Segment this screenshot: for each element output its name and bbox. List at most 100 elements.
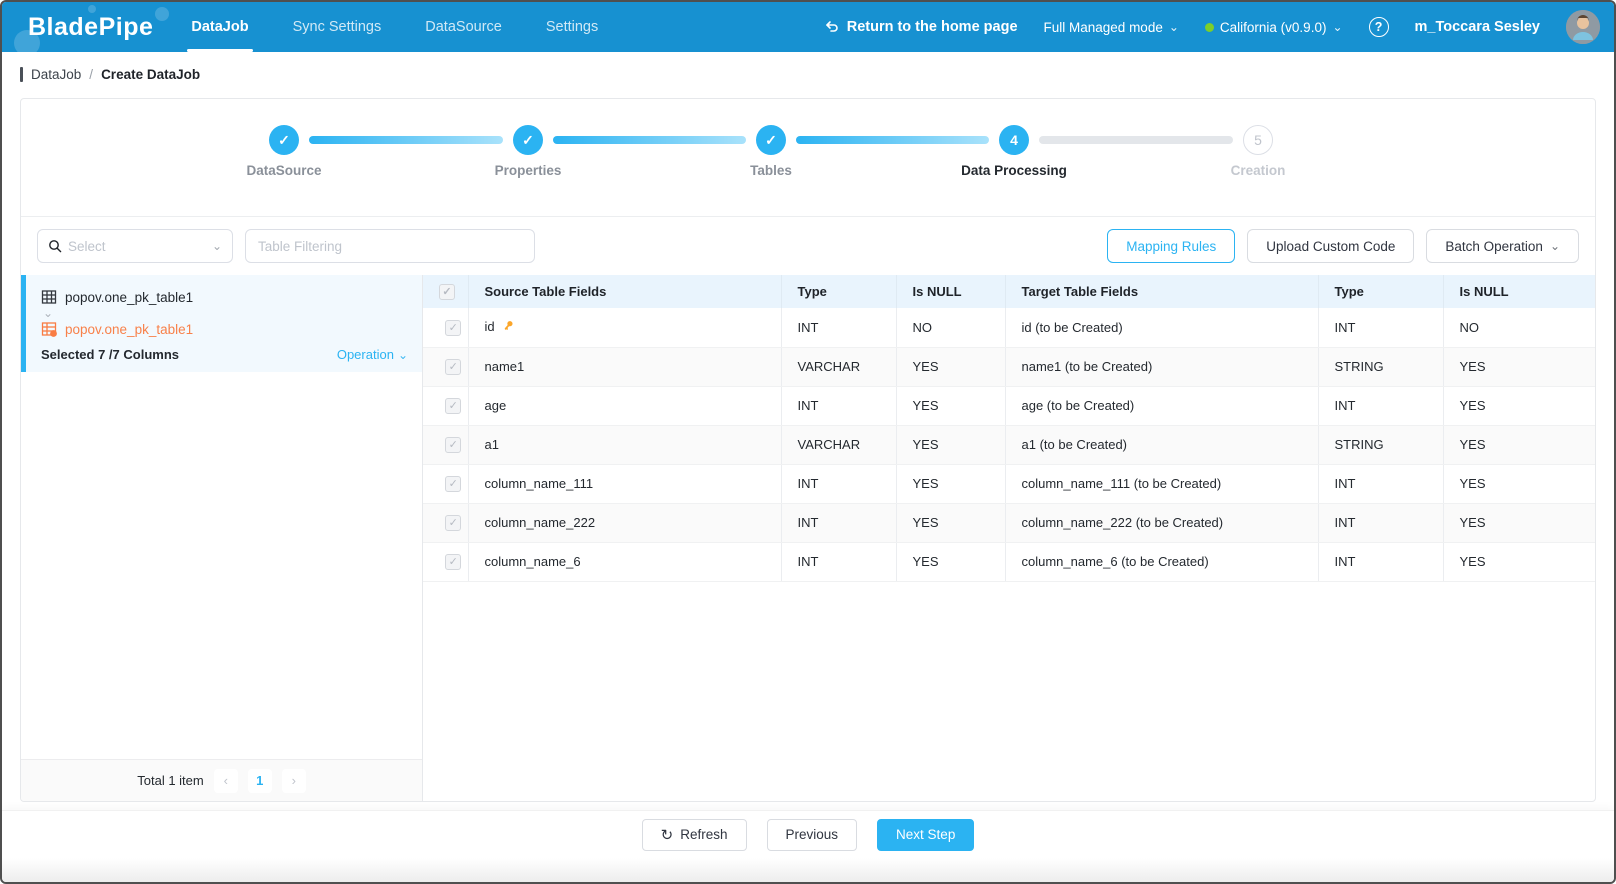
breadcrumb-parent[interactable]: DataJob [31, 66, 82, 82]
source-field-cell: id [468, 308, 782, 348]
breadcrumb-separator: / [89, 66, 94, 82]
panel-empty-space [21, 372, 422, 759]
table-list-item-selected[interactable]: popov.one_pk_table1 ⌄ popov.one_pk_table… [21, 275, 422, 372]
table-filtering-input[interactable] [245, 229, 535, 263]
nav-right-section: Return to the home page Full Managed mod… [824, 10, 1600, 44]
row-checkbox[interactable]: ✓ [445, 553, 462, 570]
step-circle-datasource: ✓ [269, 125, 299, 155]
username-label[interactable]: m_Toccara Sesley [1414, 19, 1540, 35]
target-type-cell: INT [1318, 464, 1444, 504]
target-type-cell: STRING [1318, 425, 1444, 465]
row-checkbox[interactable]: ✓ [445, 475, 462, 492]
managed-mode-dropdown[interactable]: Full Managed mode ⌄ [1043, 19, 1179, 35]
source-field-cell: a1 [468, 425, 782, 465]
table-row: ✓ column_name_111 INT YES column_name_11… [423, 464, 1595, 504]
target-table-name: popov.one_pk_table1 [65, 321, 194, 337]
target-isnull-cell: YES [1443, 503, 1595, 543]
target-isnull-cell: YES [1443, 542, 1595, 582]
page-title: Create DataJob [101, 66, 201, 82]
upload-custom-code-button[interactable]: Upload Custom Code [1247, 229, 1415, 263]
row-checkbox[interactable]: ✓ [445, 397, 462, 414]
source-type-cell: INT [781, 386, 897, 426]
target-type-cell: INT [1318, 503, 1444, 543]
source-type-cell: INT [781, 464, 897, 504]
target-field-cell[interactable]: age (to be Created) [1005, 386, 1319, 426]
step-circle-properties: ✓ [513, 125, 543, 155]
table-icon [41, 290, 57, 304]
source-isnull-cell: NO [896, 308, 1006, 348]
help-icon[interactable]: ? [1368, 17, 1389, 37]
select-dropdown[interactable]: Select ⌄ [37, 229, 233, 263]
target-field-cell[interactable]: column_name_222 (to be Created) [1005, 503, 1319, 543]
selected-columns-count: Selected 7 /7 Columns [41, 347, 179, 362]
total-items-label: Total 1 item [137, 773, 204, 788]
region-dropdown[interactable]: California (v0.9.0) ⌄ [1204, 20, 1343, 35]
target-table-row[interactable]: popov.one_pk_table1 [41, 319, 408, 339]
row-checkbox[interactable]: ✓ [445, 358, 462, 375]
source-type-cell: INT [781, 308, 897, 348]
target-table-icon [41, 322, 57, 337]
logo-bubble [155, 6, 170, 21]
nav-item-datajob[interactable]: DataJob [187, 2, 253, 52]
refresh-button[interactable]: ↻ Refresh [641, 818, 747, 851]
target-field-cell[interactable]: column_name_6 (to be Created) [1005, 542, 1319, 582]
table-row: ✓ column_name_222 INT YES column_name_22… [423, 503, 1595, 543]
source-type-cell: VARCHAR [781, 347, 897, 387]
nav-item-sync-settings[interactable]: Sync Settings [292, 19, 382, 35]
selection-summary-row: Selected 7 /7 Columns Operation ⌄ [41, 347, 408, 362]
return-home-link[interactable]: Return to the home page [824, 19, 1018, 35]
target-field-cell[interactable]: a1 (to be Created) [1005, 425, 1319, 465]
step-label-datasource: DataSource [246, 163, 322, 178]
brand-logo[interactable]: BladePipe [14, 4, 170, 56]
source-type-cell: INT [781, 503, 897, 543]
source-type-cell: INT [781, 542, 897, 582]
target-isnull-cell: YES [1443, 425, 1595, 465]
step-connector [553, 136, 746, 144]
pagination-next-button[interactable]: › [281, 768, 306, 793]
step-label-tables: Tables [750, 163, 792, 178]
pagination-page-1[interactable]: 1 [247, 768, 272, 793]
primary-key-icon [501, 319, 515, 336]
next-step-button[interactable]: Next Step [877, 818, 975, 851]
target-isnull-cell: YES [1443, 347, 1595, 387]
pagination-prev-button[interactable]: ‹ [213, 768, 238, 793]
table-row: ✓ a1 VARCHAR YES a1 (to be Created) STRI… [423, 425, 1595, 465]
mapping-rules-button[interactable]: Mapping Rules [1107, 229, 1236, 263]
logo-bubble [14, 29, 40, 56]
nav-item-datasource[interactable]: DataSource [425, 19, 502, 35]
target-isnull-cell: YES [1443, 386, 1595, 426]
target-field-cell[interactable]: name1 (to be Created) [1005, 347, 1319, 387]
batch-operation-button[interactable]: Batch Operation ⌄ [1426, 229, 1579, 263]
header-source-type: Type [781, 275, 897, 308]
nav-item-settings[interactable]: Settings [545, 19, 599, 35]
previous-button[interactable]: Previous [766, 818, 858, 851]
source-type-cell: VARCHAR [781, 425, 897, 465]
step-circle-tables: ✓ [756, 125, 786, 155]
chevron-down-icon: ⌄ [397, 347, 408, 362]
target-field-cell[interactable]: column_name_111 (to be Created) [1005, 464, 1319, 504]
target-field-cell[interactable]: id (to be Created) [1005, 308, 1319, 348]
nav-menu: DataJob Sync Settings DataSource Setting… [187, 2, 599, 52]
row-checkbox[interactable]: ✓ [445, 514, 462, 531]
header-target-isnull: Is NULL [1443, 275, 1595, 308]
row-checkbox[interactable]: ✓ [445, 319, 462, 336]
step-label-creation: Creation [1230, 163, 1286, 178]
logo-bubble [88, 4, 96, 13]
select-all-checkbox[interactable]: ✓ [439, 283, 455, 300]
window-bottom-strip [2, 858, 1614, 882]
expand-chevron-icon[interactable]: ⌄ [43, 306, 54, 320]
source-table-row[interactable]: popov.one_pk_table1 [41, 287, 408, 307]
source-isnull-cell: YES [896, 542, 1006, 582]
avatar[interactable] [1566, 10, 1600, 44]
status-dot [1204, 22, 1214, 32]
brand-text: BladePipe [28, 12, 154, 41]
wizard-footer: ↻ Refresh Previous Next Step [2, 810, 1614, 858]
table-row: ✓ id INT NO id (to be Created) INT NO [423, 308, 1595, 348]
field-table-body: ✓ id INT NO id (to be Created) INT NO ✓ … [423, 308, 1595, 582]
target-type-cell: INT [1318, 308, 1444, 348]
return-icon [825, 21, 838, 32]
operation-dropdown[interactable]: Operation ⌄ [336, 347, 408, 362]
select-placeholder: Select [68, 238, 106, 254]
breadcrumb-marker [20, 66, 23, 82]
row-checkbox[interactable]: ✓ [445, 436, 462, 453]
